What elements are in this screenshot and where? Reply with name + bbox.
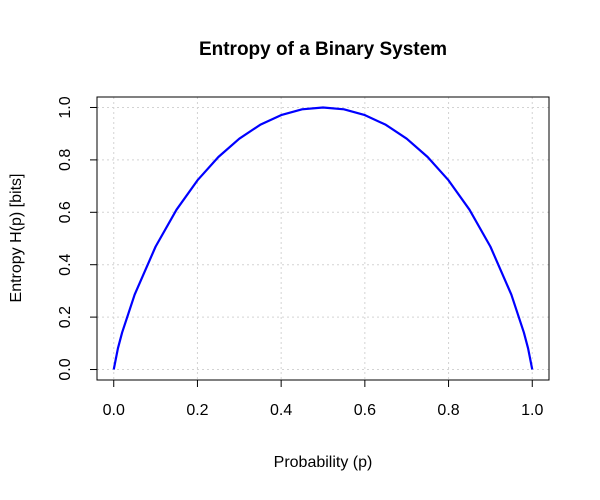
chart-title: Entropy of a Binary System: [199, 39, 447, 60]
y-tick-label: 1.0: [57, 96, 74, 118]
y-tick-label: 0.2: [57, 306, 74, 328]
plot-frame: [96, 96, 550, 381]
y-tick-label: 0.4: [57, 253, 74, 275]
y-axis-title: Entropy H(p) [bits]: [8, 174, 25, 303]
y-tick-label: 0.8: [57, 149, 74, 171]
y-tick-label: 0.6: [57, 201, 74, 223]
data-line: [112, 106, 534, 370]
x-tick-label: 1.0: [521, 402, 543, 419]
x-tick-label: 0.2: [186, 402, 208, 419]
x-tick-label: 0.0: [103, 402, 125, 419]
x-tick-label: 0.6: [354, 402, 376, 419]
x-tick-label: 0.4: [270, 402, 292, 419]
x-tick-label: 0.8: [437, 402, 459, 419]
y-tick-label: 0.0: [57, 358, 74, 380]
x-axis-title: Probability (p): [274, 454, 373, 471]
